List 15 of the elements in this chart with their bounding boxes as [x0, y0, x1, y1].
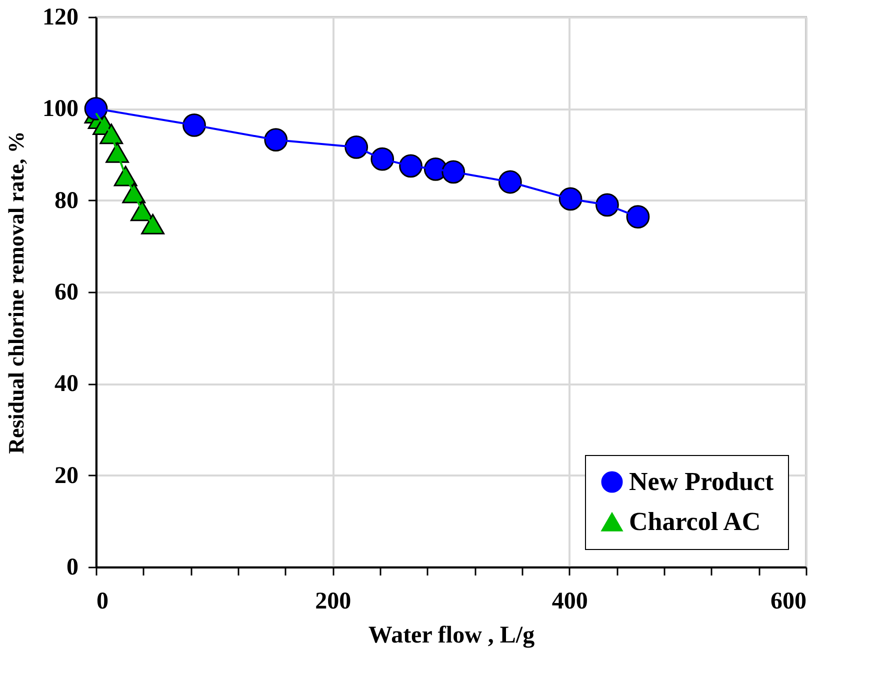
x-tick-label: 400 — [552, 588, 588, 614]
legend-label: Charcol AC — [629, 507, 761, 536]
x-tick-label: 600 — [770, 588, 806, 614]
x-tick-label: 0 — [96, 588, 108, 614]
x-tick-label: 200 — [315, 588, 352, 614]
y-tick-label: 20 — [54, 462, 78, 489]
legend-label: New Product — [629, 467, 774, 496]
x-axis-title: Water flow , L/g — [368, 622, 535, 648]
y-tick-label: 120 — [42, 4, 78, 30]
y-tick-label: 100 — [42, 96, 78, 122]
y-tick-label: 0 — [66, 554, 78, 580]
y-tick-label: 80 — [54, 188, 78, 214]
y-tick-label: 40 — [54, 371, 78, 398]
y-tick-label: 60 — [54, 280, 78, 306]
y-axis-title: Residual chlorine removal rate, % — [4, 131, 28, 454]
